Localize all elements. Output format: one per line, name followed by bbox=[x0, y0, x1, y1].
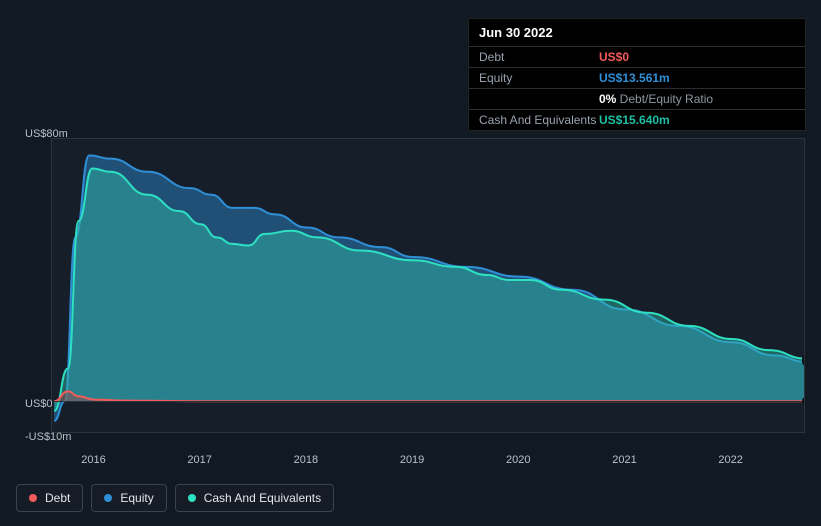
tooltip-row-label: Equity bbox=[479, 71, 599, 85]
y-axis-label-zero: US$0 bbox=[25, 398, 73, 410]
x-tick: 2016 bbox=[81, 454, 105, 466]
legend-item-debt[interactable]: Debt bbox=[16, 484, 83, 512]
legend-label: Cash And Equivalents bbox=[204, 491, 321, 505]
plot-area[interactable] bbox=[51, 138, 805, 433]
tooltip-row-label bbox=[479, 92, 599, 106]
legend-label: Equity bbox=[120, 491, 153, 505]
chart-legend: Debt Equity Cash And Equivalents bbox=[16, 484, 334, 512]
x-tick: 2018 bbox=[294, 454, 318, 466]
debt-equity-chart: US$80m US$0 -US$10m 20162017201820192020… bbox=[16, 120, 805, 460]
tooltip-row-label: Debt bbox=[479, 50, 599, 64]
cash-dot-icon bbox=[188, 494, 196, 502]
x-tick: 2021 bbox=[612, 454, 636, 466]
x-axis: 2016 2017 2018 2019 2020 2021 2022 bbox=[51, 454, 805, 472]
legend-label: Debt bbox=[45, 491, 70, 505]
y-axis-label-min: -US$10m bbox=[25, 431, 73, 443]
x-tick: 2019 bbox=[400, 454, 424, 466]
debt-dot-icon bbox=[29, 494, 37, 502]
gridline-zero bbox=[52, 401, 804, 402]
x-tick: 2020 bbox=[506, 454, 530, 466]
tooltip-row: EquityUS$13.561m bbox=[469, 67, 805, 88]
tooltip-row-value: US$0 bbox=[599, 50, 629, 64]
x-tick: 2022 bbox=[718, 454, 742, 466]
chart-tooltip: Jun 30 2022 DebtUS$0EquityUS$13.561m0% D… bbox=[468, 18, 806, 131]
tooltip-row-value: US$13.561m bbox=[599, 71, 670, 85]
tooltip-row: 0% Debt/Equity Ratio bbox=[469, 88, 805, 109]
legend-item-equity[interactable]: Equity bbox=[91, 484, 166, 512]
x-tick: 2017 bbox=[187, 454, 211, 466]
tooltip-row-value: 0% Debt/Equity Ratio bbox=[599, 92, 713, 106]
tooltip-row: DebtUS$0 bbox=[469, 46, 805, 67]
legend-item-cash[interactable]: Cash And Equivalents bbox=[175, 484, 334, 512]
tooltip-date: Jun 30 2022 bbox=[469, 19, 805, 46]
equity-dot-icon bbox=[104, 494, 112, 502]
